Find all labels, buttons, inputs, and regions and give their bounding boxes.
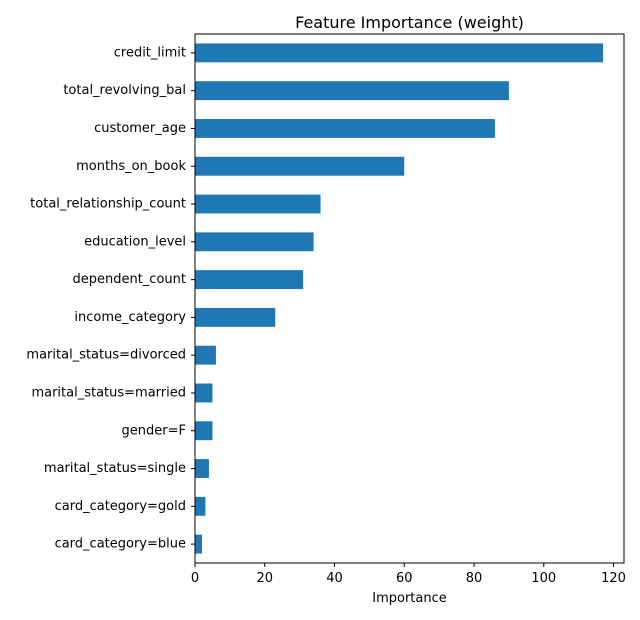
bar-1 <box>195 81 509 101</box>
x-tick-label: 120 <box>601 571 626 586</box>
bar-10 <box>195 421 213 441</box>
x-axis: 0 20 40 60 80 100 120 <box>191 563 626 586</box>
y-tick-label: marital_status=divorced <box>26 348 186 363</box>
bar-13 <box>195 534 202 554</box>
y-tick-label: credit_limit <box>114 45 186 60</box>
x-tick-label: 100 <box>531 571 556 586</box>
bar-11 <box>195 459 209 478</box>
x-tick-label: 0 <box>191 571 199 586</box>
y-tick-label: total_relationship_count <box>30 197 186 212</box>
bar-12 <box>195 496 206 516</box>
y-tick-label: months_on_book <box>76 159 186 174</box>
bar-8 <box>195 345 216 365</box>
y-tick-label: total_revolving_bal <box>63 83 186 98</box>
plot-frame <box>194 33 625 564</box>
y-tick-label: education_level <box>84 234 186 249</box>
bar-3 <box>195 156 405 176</box>
bar-2 <box>195 119 495 138</box>
y-axis: credit_limit total_revolving_bal customer_… <box>26 45 195 552</box>
x-tick-label: 60 <box>396 571 413 586</box>
bar-9 <box>195 383 213 403</box>
y-tick-label: gender=F <box>122 423 186 438</box>
bar-7 <box>195 307 276 327</box>
y-tick-label: dependent_count <box>72 272 186 287</box>
y-tick-label: income_category <box>74 310 186 325</box>
y-tick-label: card_category=blue <box>55 537 186 552</box>
x-tick-label: 40 <box>326 571 343 586</box>
y-tick-label: customer_age <box>94 121 186 136</box>
bars-layer <box>195 43 604 554</box>
x-tick-label: 20 <box>256 571 273 586</box>
y-tick-label: marital_status=single <box>44 461 186 476</box>
y-tick-label: marital_status=married <box>31 385 186 400</box>
bar-0 <box>195 43 604 63</box>
bar-4 <box>195 194 321 214</box>
x-tick-label: 80 <box>466 571 483 586</box>
y-tick-label: card_category=gold <box>55 499 186 514</box>
x-axis-label: Importance <box>372 591 447 606</box>
bar-5 <box>195 232 314 252</box>
chart-title: Feature Importance (weight) <box>295 13 524 32</box>
bar-6 <box>195 270 304 290</box>
